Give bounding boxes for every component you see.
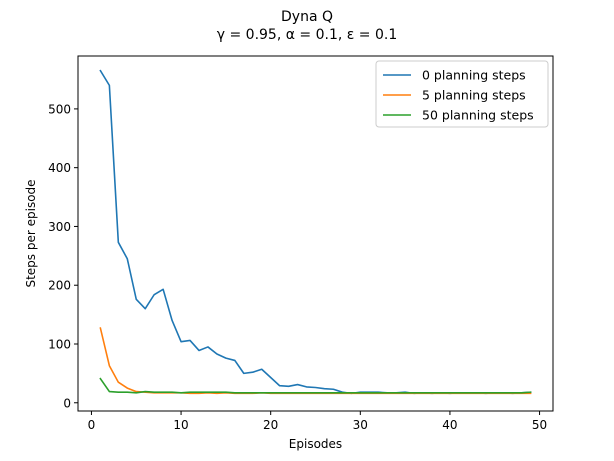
series-line-2 bbox=[99, 327, 532, 395]
legend-frame bbox=[375, 60, 549, 128]
chart-subtitle: γ = 0.95, α = 0.1, ε = 0.1 bbox=[217, 27, 397, 43]
x-tick-label: 40 bbox=[442, 418, 457, 432]
x-tick-label: 0 bbox=[88, 418, 96, 432]
x-axis-label: Episodes bbox=[289, 437, 342, 451]
series-line-3 bbox=[99, 377, 532, 394]
x-tick-label: 20 bbox=[263, 418, 278, 432]
legend: 0 planning steps 5 planning steps 50 plann… bbox=[375, 60, 549, 128]
chart-title: Dyna Q bbox=[281, 9, 333, 25]
x-tick-label: 10 bbox=[173, 418, 188, 432]
x-tick-label: 30 bbox=[353, 418, 368, 432]
legend-label: 5 planning steps bbox=[422, 88, 526, 103]
y-axis-label: Steps per episode bbox=[24, 179, 38, 287]
y-tick-label: 300 bbox=[48, 220, 71, 234]
y-tick-label: 400 bbox=[48, 161, 71, 175]
y-tick-label: 200 bbox=[48, 279, 71, 293]
legend-label: 50 planning steps bbox=[422, 108, 534, 123]
x-tick-label: 50 bbox=[532, 418, 547, 432]
y-tick-label: 100 bbox=[48, 337, 71, 351]
y-tick-label: 500 bbox=[48, 102, 71, 116]
y-tick-label: 0 bbox=[63, 396, 71, 410]
legend-label: 0 planning steps bbox=[422, 68, 526, 83]
plot-frame bbox=[77, 55, 554, 412]
